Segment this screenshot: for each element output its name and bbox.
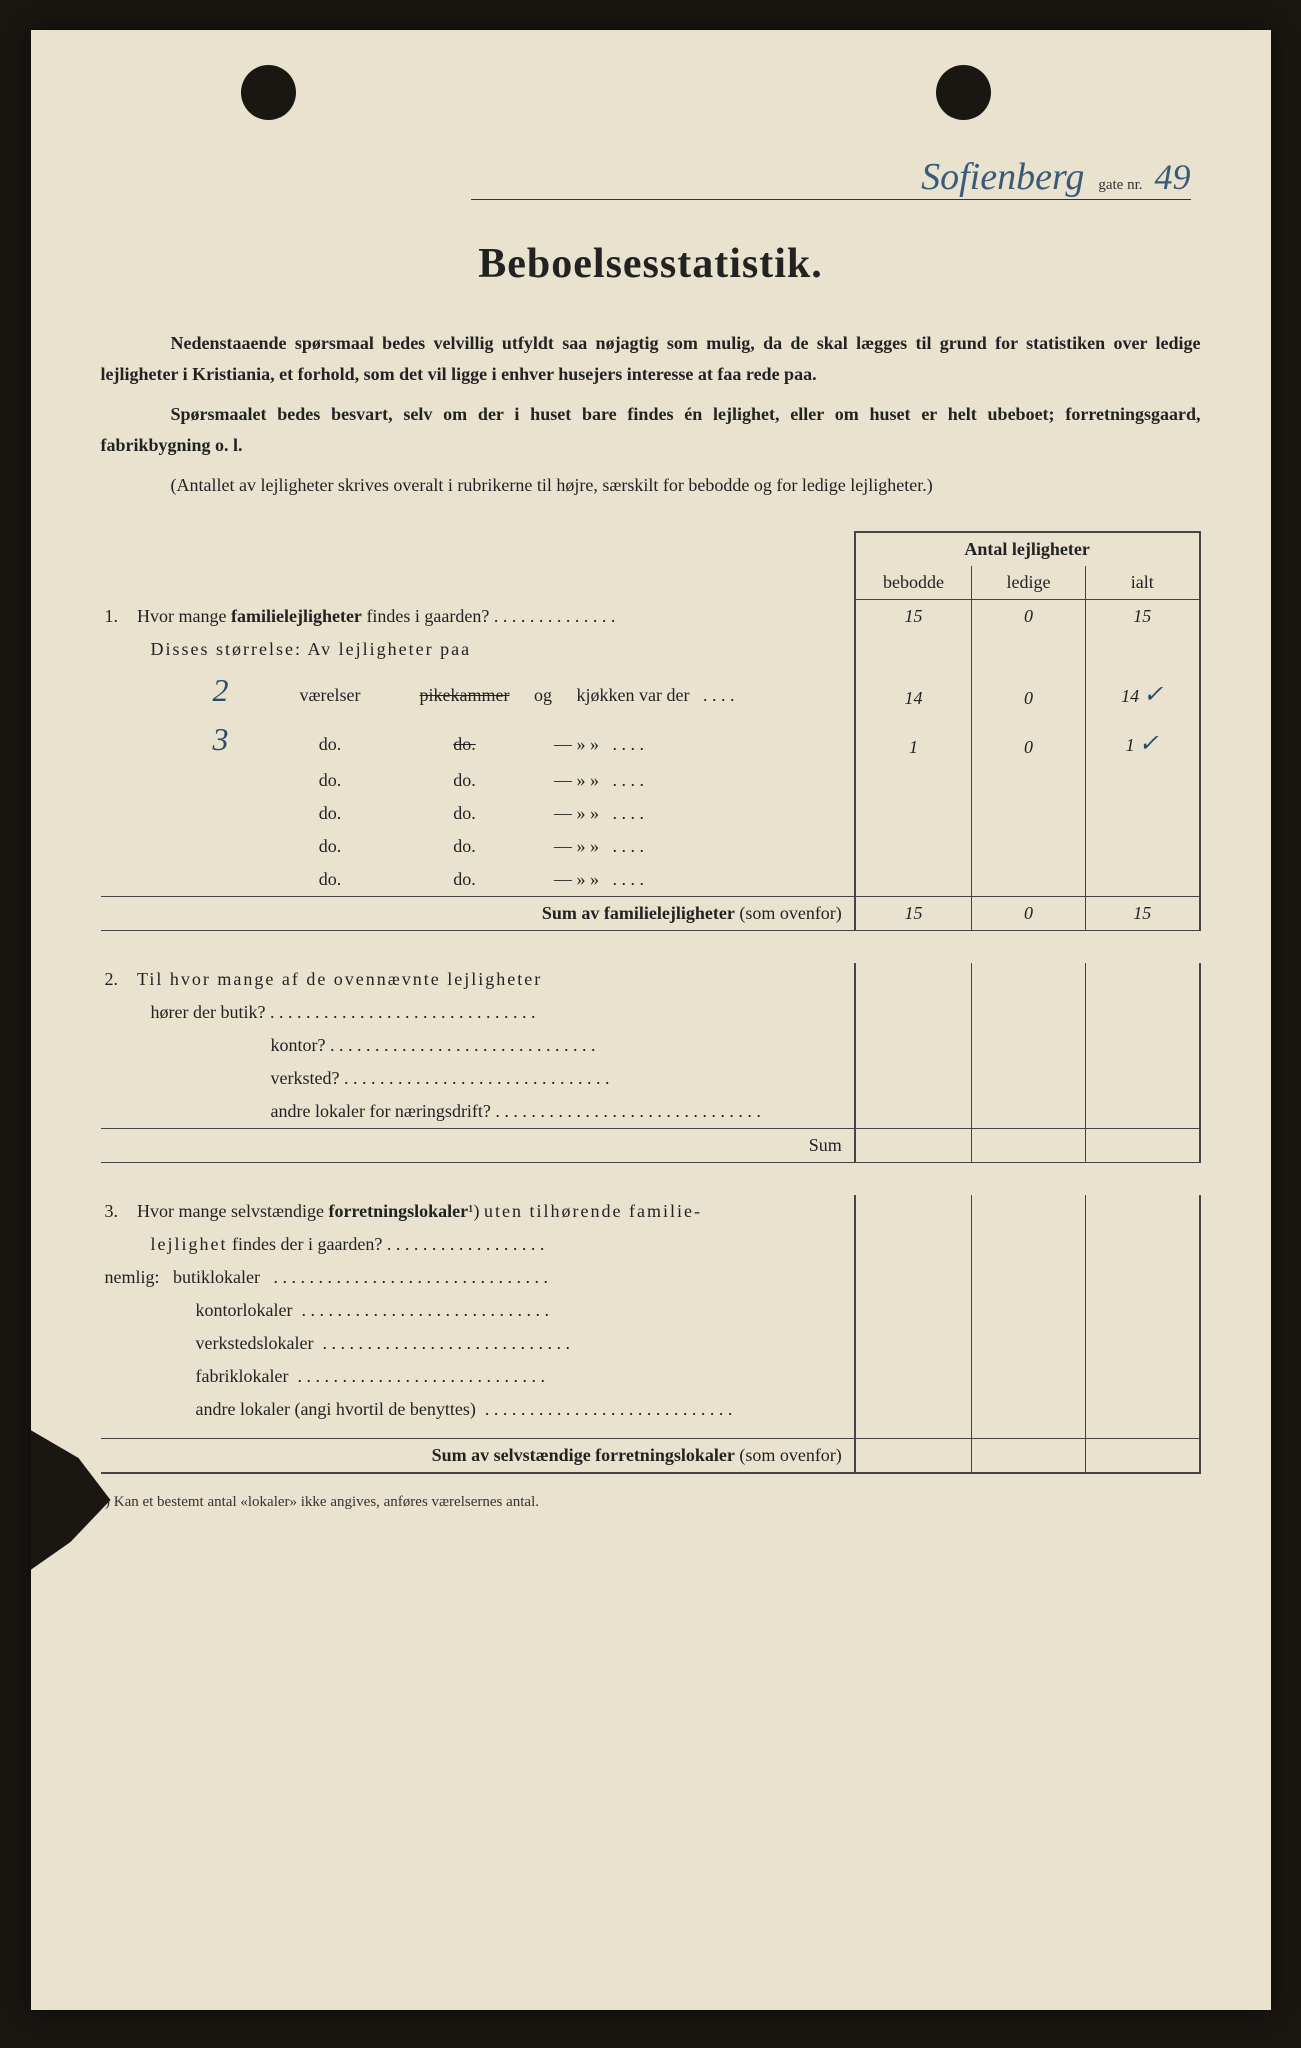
q3-row: fabriklokaler . . . . . . . . . . . . . … xyxy=(101,1360,855,1393)
intro-paragraph-1: Nedenstaaende spørsmaal bedes velvillig … xyxy=(101,328,1201,389)
q1-row-ledige: 0 xyxy=(972,666,1086,715)
q1-ialt: 15 xyxy=(1085,599,1199,633)
gate-number: 49 xyxy=(1155,157,1191,197)
q2-row: andre lokaler for næringsdrift? . . . . … xyxy=(101,1095,855,1129)
q1-sum-label: Sum av familielejligheter (som ovenfor) xyxy=(101,896,855,930)
q1-size-row: do. do. — » » . . . . xyxy=(101,797,855,830)
q1-row-bebodde xyxy=(855,764,972,797)
col-bebodde: bebodde xyxy=(855,566,972,600)
q1-sum-ialt: 15 xyxy=(1085,896,1199,930)
q1-row-ledige xyxy=(972,797,1086,830)
q1-row-ialt: 14✓ xyxy=(1085,666,1199,715)
q1-text: 1. Hvor mange familielejligheter findes … xyxy=(101,599,855,633)
q1-row-bebodde xyxy=(855,797,972,830)
q1-size-row: do. do. — » » . . . . xyxy=(101,764,855,797)
q1-size-row: do. do. — » » . . . . xyxy=(101,863,855,897)
q2-row: kontor? . . . . . . . . . . . . . . . . … xyxy=(101,1029,855,1062)
document-page: Sofienberg gate nr. 49 Beboelsesstatisti… xyxy=(31,30,1271,2010)
q1-row-ialt xyxy=(1085,797,1199,830)
q1-row-ialt xyxy=(1085,830,1199,863)
q3-sum-label: Sum av selvstændige forretningslokaler (… xyxy=(101,1438,855,1473)
gate-label: gate nr. xyxy=(1098,177,1142,193)
q1-sub-label: Disses størrelse: Av lejligheter paa xyxy=(101,633,855,666)
q2-row: verksted? . . . . . . . . . . . . . . . … xyxy=(101,1062,855,1095)
q1-row-bebodde: 14 xyxy=(855,666,972,715)
q3-text-1: 3. Hvor mange selvstændige forretningslo… xyxy=(101,1195,855,1228)
q1-size-row: 2 værelser pikekammer og kjøkken var der… xyxy=(101,666,855,715)
q1-row-bebodde xyxy=(855,863,972,897)
q1-ledige: 0 xyxy=(972,599,1086,633)
q2-text: 2. Til hvor mange af de ovennævnte lejli… xyxy=(101,963,855,996)
page-title: Beboelsesstatistik. xyxy=(101,240,1201,288)
street-name: Sofienberg xyxy=(921,156,1084,198)
table-header-main: Antal lejligheter xyxy=(855,532,1200,566)
q1-size-row: do. do. — » » . . . . xyxy=(101,830,855,863)
main-table: Antal lejligheter bebodde ledige ialt 1.… xyxy=(101,531,1201,1474)
q1-bebodde: 15 xyxy=(855,599,972,633)
q3-nemlig: nemlig: butiklokaler . . . . . . . . . .… xyxy=(101,1261,855,1294)
header-line: Sofienberg gate nr. 49 xyxy=(471,155,1191,200)
q1-row-ialt xyxy=(1085,863,1199,897)
q1-row-ledige xyxy=(972,830,1086,863)
punch-hole-right xyxy=(936,65,991,120)
q2-sum-label: Sum xyxy=(101,1128,855,1162)
footnote: ¹) Kan et bestemt antal «lokaler» ikke a… xyxy=(101,1494,1201,1511)
q1-size-row: 3 do. do. — » » . . . . xyxy=(101,715,855,764)
q1-row-ledige: 0 xyxy=(972,715,1086,764)
punch-hole-left xyxy=(241,65,296,120)
q3-row: andre lokaler (angi hvortil de benyttes)… xyxy=(101,1393,855,1426)
col-ialt: ialt xyxy=(1085,566,1199,600)
q3-text-2: lejlighet findes der i gaarden? . . . . … xyxy=(101,1228,855,1261)
q1-row-bebodde xyxy=(855,830,972,863)
q1-row-ledige xyxy=(972,764,1086,797)
col-ledige: ledige xyxy=(972,566,1086,600)
q2-row: hører der butik? . . . . . . . . . . . .… xyxy=(101,996,855,1029)
q1-sum-ledige: 0 xyxy=(972,896,1086,930)
q1-row-ledige xyxy=(972,863,1086,897)
q1-row-ialt xyxy=(1085,764,1199,797)
q3-row: kontorlokaler . . . . . . . . . . . . . … xyxy=(101,1294,855,1327)
torn-edge xyxy=(31,1430,111,1570)
q1-row-bebodde: 1 xyxy=(855,715,972,764)
q3-row: verkstedslokaler . . . . . . . . . . . .… xyxy=(101,1327,855,1360)
intro-paragraph-3: (Antallet av lejligheter skrives overalt… xyxy=(101,470,1201,501)
q1-sum-bebodde: 15 xyxy=(855,896,972,930)
intro-paragraph-2: Spørsmaalet bedes besvart, selv om der i… xyxy=(101,399,1201,460)
q1-row-ialt: 1✓ xyxy=(1085,715,1199,764)
